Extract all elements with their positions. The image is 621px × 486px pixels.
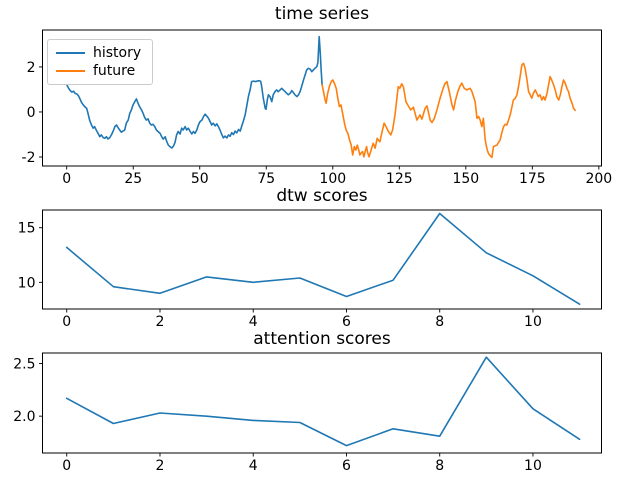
svg-text:175: 175: [519, 171, 546, 187]
svg-text:75: 75: [257, 171, 275, 187]
legend-label-future: future: [93, 63, 136, 79]
svg-text:15: 15: [18, 221, 36, 237]
legend: history future: [47, 39, 153, 85]
time-series-title: time series: [274, 4, 370, 24]
svg-text:6: 6: [342, 314, 351, 330]
svg-text:8: 8: [435, 458, 444, 474]
svg-text:200: 200: [585, 171, 612, 187]
attention-scores-title: attention scores: [253, 329, 391, 349]
dtw-scores-title: dtw scores: [276, 186, 368, 206]
legend-label-history: history: [93, 45, 142, 61]
attention-scores-plot: 0 2 4 6 8 10 2.0 2.5: [13, 352, 602, 474]
history-line-swatch: [56, 52, 85, 54]
svg-text:6: 6: [342, 458, 351, 474]
svg-text:-2: -2: [22, 150, 36, 166]
future-line-swatch: [56, 70, 85, 72]
svg-text:100: 100: [319, 171, 346, 187]
svg-text:50: 50: [191, 171, 209, 187]
svg-text:10: 10: [524, 314, 542, 330]
svg-text:4: 4: [249, 314, 258, 330]
dtw-scores-plot: 0 2 4 6 8 10 10 15: [18, 209, 602, 330]
svg-text:0: 0: [27, 105, 36, 121]
svg-text:2.0: 2.0: [13, 409, 35, 425]
svg-text:10: 10: [524, 458, 542, 474]
svg-text:150: 150: [452, 171, 479, 187]
svg-text:125: 125: [386, 171, 413, 187]
svg-text:4: 4: [249, 458, 258, 474]
svg-text:2: 2: [27, 60, 36, 76]
legend-entry-future: future: [56, 63, 144, 79]
svg-text:0: 0: [62, 458, 71, 474]
svg-text:2: 2: [156, 458, 165, 474]
svg-text:10: 10: [18, 275, 36, 291]
svg-text:2.5: 2.5: [13, 357, 35, 373]
svg-text:0: 0: [62, 314, 71, 330]
time-series-plot: 0 25 50 75 100 125 150 175 200 -2 0 2: [22, 29, 612, 187]
svg-text:2: 2: [156, 314, 165, 330]
svg-text:8: 8: [435, 314, 444, 330]
legend-entry-history: history: [56, 45, 144, 61]
svg-text:0: 0: [62, 171, 71, 187]
svg-text:25: 25: [124, 171, 142, 187]
